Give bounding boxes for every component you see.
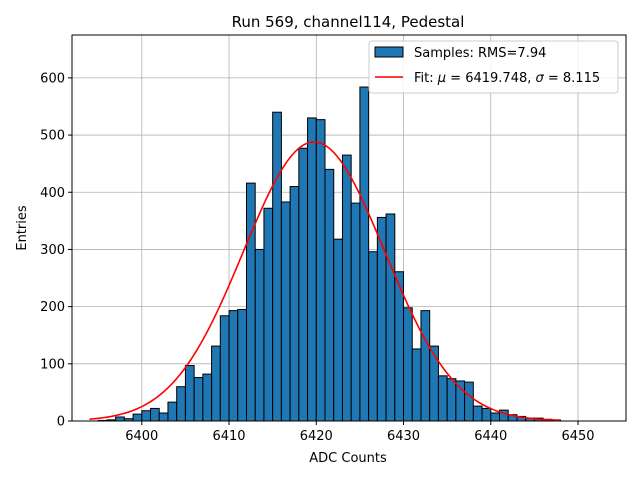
y-axis-label: Entries	[15, 205, 30, 251]
histogram-bar	[202, 373, 213, 422]
plot-frame	[71, 34, 627, 422]
histogram-bar	[150, 407, 160, 422]
x-tick-label: 6410	[212, 429, 245, 444]
histogram-bar	[158, 412, 169, 422]
histogram-bar	[411, 348, 422, 422]
histogram-bar	[420, 310, 431, 422]
histogram-bar	[245, 182, 256, 422]
histogram-bar	[385, 213, 396, 422]
legend: Samples: RMS=7.94 Fit: μ = 6419.748, σ =…	[368, 40, 619, 94]
x-axis-label: ADC Counts	[309, 451, 387, 466]
legend-label-fit: Fit: μ = 6419.748, σ = 8.115	[414, 71, 600, 86]
histogram-bar	[368, 251, 378, 422]
histogram-bar	[341, 154, 352, 422]
x-tick-label: 6430	[387, 429, 420, 444]
legend-mu-value: = 6419.748,	[446, 71, 535, 86]
histogram-bar	[219, 315, 230, 422]
histogram-bar	[315, 119, 326, 422]
histogram-bar	[184, 365, 195, 422]
legend-sigma-value: = 8.115	[544, 71, 600, 86]
histogram-bar	[298, 147, 309, 422]
histogram-bar	[403, 307, 413, 422]
histogram-bar	[132, 413, 143, 422]
histogram-bar	[307, 117, 317, 422]
x-tick-label: 6440	[474, 429, 507, 444]
histogram-bar	[289, 186, 300, 422]
y-axis-ticks: 0 100 200 300 400 500 600	[40, 71, 72, 430]
histogram-bar	[167, 401, 178, 422]
legend-bar-swatch	[374, 46, 404, 58]
histogram-bar	[350, 202, 361, 422]
histogram-bar	[211, 345, 221, 422]
legend-fit-prefix: Fit:	[414, 71, 438, 86]
histogram-bar	[333, 238, 343, 422]
histogram-bar	[472, 405, 483, 422]
histogram-bar	[481, 407, 492, 422]
histogram-bar	[280, 201, 291, 422]
histogram-bars	[97, 86, 562, 422]
chart-title: Run 569, channel114, Pedestal	[232, 13, 465, 31]
x-tick-label: 6400	[125, 429, 158, 444]
histogram-bar	[446, 378, 457, 422]
histogram-bar	[429, 345, 439, 422]
histogram-bar	[237, 308, 247, 422]
y-tick-label: 100	[40, 357, 65, 372]
legend-box	[368, 40, 619, 94]
x-tick-label: 6450	[561, 429, 594, 444]
histogram-bar	[254, 248, 265, 422]
y-tick-label: 300	[40, 243, 65, 258]
histogram-bar	[228, 310, 239, 422]
legend-sigma-symbol: σ	[536, 71, 545, 86]
y-tick-label: 0	[57, 415, 65, 430]
histogram-bar	[115, 416, 125, 422]
x-tick-label: 6420	[300, 429, 333, 444]
x-axis-ticks: 6400 6410 6420 6430 6440 6450	[125, 421, 595, 444]
histogram-bar	[490, 412, 500, 422]
y-tick-label: 400	[40, 186, 65, 201]
histogram-bar	[464, 381, 474, 422]
histogram-bar	[272, 111, 282, 422]
legend-mu-symbol: μ	[437, 71, 446, 86]
gaussian-fit-line	[89, 141, 561, 422]
y-tick-label: 200	[40, 300, 65, 315]
histogram-bar	[437, 375, 448, 422]
histogram-bar	[176, 386, 186, 422]
histogram-bar	[141, 410, 152, 422]
histogram-bar	[359, 86, 370, 422]
legend-label-samples: Samples: RMS=7.94	[414, 46, 546, 61]
histogram-bar	[376, 216, 387, 422]
y-tick-label: 500	[40, 129, 65, 144]
histogram-bar	[193, 377, 204, 422]
y-tick-label: 600	[40, 71, 65, 86]
histogram-bar	[263, 207, 274, 422]
fit-layer	[89, 141, 561, 422]
histogram-bar	[324, 168, 335, 422]
